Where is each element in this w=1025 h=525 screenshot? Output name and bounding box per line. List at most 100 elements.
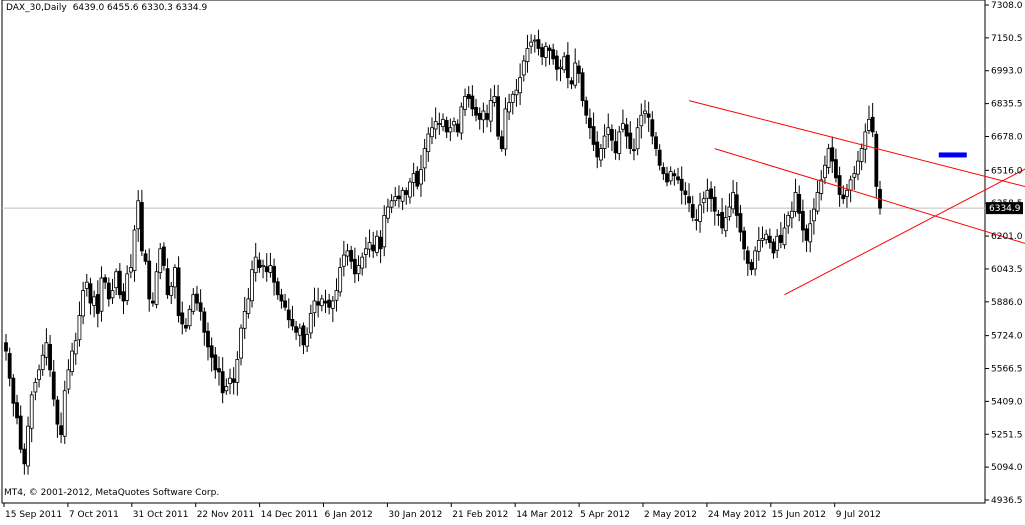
candle [727, 193, 732, 221]
candle-body-up [786, 214, 791, 227]
candle [676, 167, 680, 184]
candle [808, 209, 813, 253]
candle-body-down [624, 124, 629, 137]
candle [125, 265, 130, 305]
candle [749, 259, 754, 276]
candle-body-down [294, 326, 299, 333]
candle-body-up [305, 333, 310, 347]
candle [11, 374, 16, 417]
candle-body-up [668, 171, 673, 182]
candle-body-down [632, 149, 636, 152]
candle [811, 198, 816, 235]
candle [503, 97, 508, 156]
candle [110, 278, 115, 304]
candle [7, 347, 12, 387]
candle [158, 243, 163, 280]
candle-body-up [437, 123, 442, 125]
candle [705, 178, 710, 212]
candle [576, 60, 581, 84]
candle [393, 186, 398, 207]
candle-body-up [110, 290, 115, 299]
candle-body-up [764, 233, 769, 241]
candle [448, 118, 453, 142]
candle-body-up [430, 127, 434, 138]
candle-body-up [558, 66, 563, 69]
candle [26, 416, 30, 475]
candle [308, 304, 313, 339]
candle [99, 266, 104, 322]
candle [114, 268, 119, 295]
candle [29, 391, 34, 443]
candle [73, 332, 78, 365]
candle [731, 180, 736, 214]
candles-group[interactable] [4, 29, 882, 475]
candle-body-down [455, 123, 460, 133]
candle-body-up [382, 214, 387, 248]
candle [690, 195, 695, 222]
candle [422, 138, 427, 182]
candle [378, 230, 383, 264]
target-marker[interactable] [938, 152, 967, 158]
candle-body-up [419, 169, 423, 185]
candle [327, 293, 332, 315]
candle-body-up [510, 93, 515, 103]
x-tick-label: 5 Apr 2012 [580, 510, 630, 520]
candle [712, 186, 717, 226]
x-tick-label: 21 Feb 2012 [452, 510, 508, 520]
candle [580, 68, 585, 107]
candle-body-down [48, 343, 52, 371]
candle [352, 247, 357, 284]
trendlines-group[interactable] [688, 100, 1025, 296]
candle [635, 118, 640, 156]
candle-body-up [73, 340, 78, 355]
candle-body-down [874, 133, 879, 187]
x-tick-label: 30 Jan 2012 [388, 510, 442, 520]
candle-body-up [529, 41, 534, 47]
candle [444, 116, 449, 138]
candle-body-up [760, 237, 765, 241]
candle-body-down [576, 65, 581, 74]
candle-body-up [40, 354, 45, 370]
candle-body-up [356, 265, 361, 275]
candle [778, 222, 783, 249]
candle [665, 166, 669, 187]
candle [474, 98, 478, 122]
candle-body-up [411, 173, 416, 183]
candle-body-down [283, 300, 287, 308]
plot-border [1, 0, 986, 504]
candle [863, 123, 868, 164]
candle-body-up [452, 121, 456, 126]
candle-body-up [136, 200, 141, 230]
candle [852, 165, 857, 190]
candle-body-down [397, 195, 401, 200]
candle [760, 226, 765, 248]
candle [275, 277, 280, 300]
candle-body-up [448, 127, 453, 133]
candle [95, 280, 100, 328]
candle-body-up [525, 48, 530, 63]
candle-body-down [162, 246, 166, 266]
candle-body-down [841, 194, 846, 200]
candle-body-down [327, 299, 332, 308]
candle [349, 245, 354, 269]
candle-body-up [698, 204, 702, 222]
candle [162, 242, 166, 271]
candle [518, 63, 523, 106]
candle-body-up [128, 267, 133, 273]
candle [132, 225, 137, 282]
candle-body-down [150, 300, 155, 304]
candle-body-down [778, 234, 783, 243]
candle-body-up [852, 173, 857, 178]
candle [235, 351, 240, 396]
candle-body-up [408, 181, 412, 198]
candle-body-up [235, 359, 240, 383]
y-tick-label: 6678.0 [991, 132, 1023, 142]
candle-body-up [459, 106, 464, 134]
candle-body-down [646, 113, 651, 118]
candle [22, 443, 27, 475]
candle [345, 243, 350, 266]
candle [301, 322, 306, 355]
candle-body-up [808, 223, 813, 243]
